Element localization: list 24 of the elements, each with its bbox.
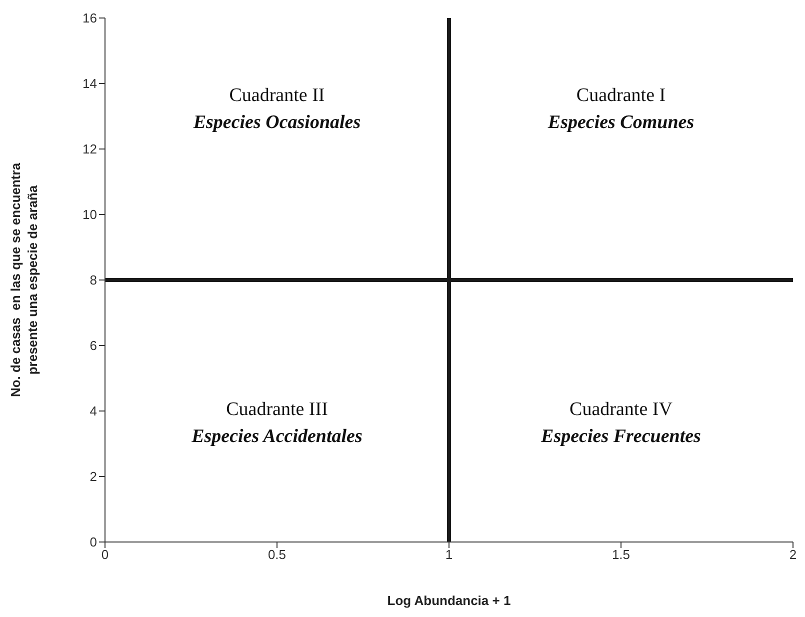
annotation: Especies Accidentales (190, 426, 364, 448)
x-tick-label: 1.5 (612, 547, 630, 562)
y-tick-label: 12 (82, 142, 97, 157)
annotation: Cuadrante III (225, 399, 329, 421)
y-tick-label: 6 (90, 338, 97, 354)
x-tick-label: 2 (789, 547, 797, 562)
annotation: Especies Ocasionales (192, 112, 362, 134)
annotation: Cuadrante IV (568, 399, 674, 421)
x-tick-label: 0.5 (268, 547, 286, 562)
annotation: Cuadrante I (575, 84, 667, 107)
x-tick-label: 1 (445, 547, 453, 562)
y-tick-label: 4 (90, 404, 97, 419)
y-tick-label: 8 (90, 272, 97, 288)
annotation: Especies Frecuentes (540, 426, 702, 448)
x-axis-title: Log Abundancia + 1 (387, 593, 511, 608)
y-tick-label: 14 (82, 76, 97, 92)
annotation: Especies Comunes (546, 112, 696, 134)
y-axis-title: No. de casas en las que se encuentra presente una especie de araña (8, 162, 40, 398)
y-tick-label: 16 (82, 10, 97, 26)
y-tick-label: 10 (82, 207, 97, 222)
x-tick-label: 0 (101, 547, 109, 562)
y-tick-label: 0 (90, 534, 97, 550)
annotation: Cuadrante II (228, 84, 326, 107)
y-tick-label: 2 (90, 469, 97, 484)
